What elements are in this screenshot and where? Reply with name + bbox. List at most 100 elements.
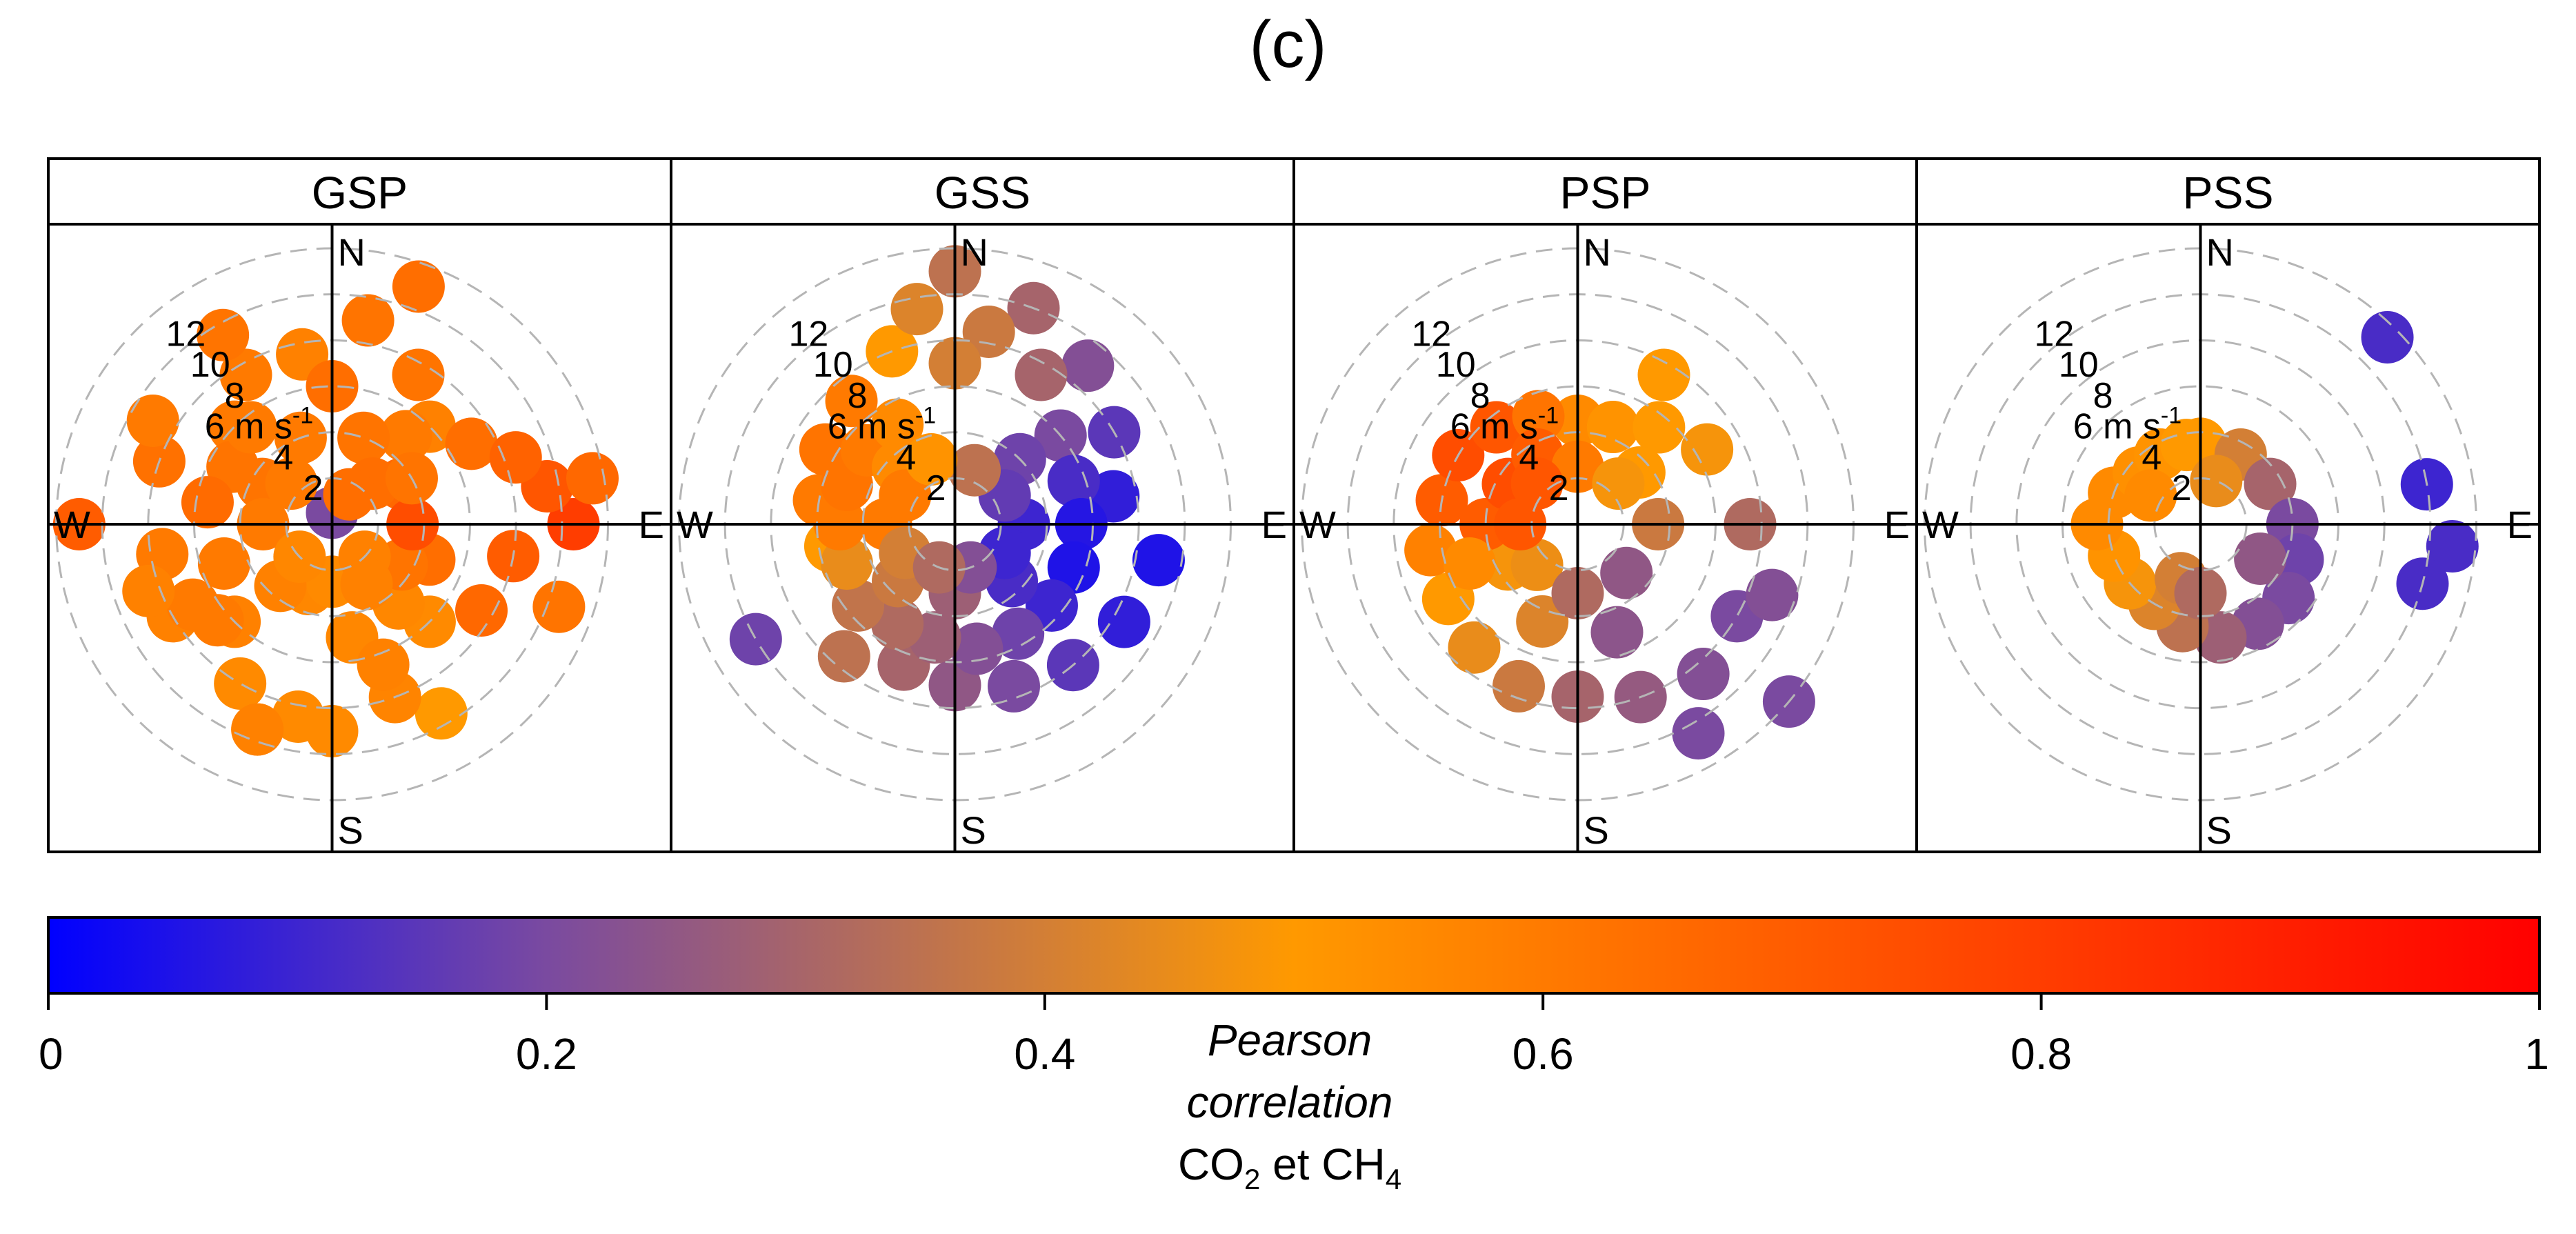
data-point [1510,457,1564,510]
colorbar-title-part: 4 [1386,1163,1401,1195]
compass-e: E [639,503,664,546]
data-point [825,375,878,428]
ring-label-unit-exponent: -1 [292,403,313,429]
compass-n: N [1584,230,1611,274]
compass-s: S [961,808,986,852]
data-point [126,395,179,447]
colorbar-bar [47,916,2541,995]
data-point [1677,648,1730,701]
data-point [1492,659,1545,713]
ring-label-2: 2 [2172,468,2192,508]
panel-header-box [1915,157,2541,226]
colorbar-title-part: CO [1178,1140,1244,1189]
compass-e: E [2507,503,2533,546]
data-point [323,468,376,521]
figure-label: (c) [1249,8,1327,81]
ring-label-unit-exponent: -1 [1538,403,1559,429]
data-point [890,283,943,336]
colorbar-title-line1: Pearson [1208,1015,1372,1065]
colorbar-tick-label: 0 [39,1029,63,1079]
ring-label-12: 12 [166,314,206,354]
data-point [1015,348,1068,401]
data-point [489,431,542,484]
panel-header-box [47,157,672,226]
data-point [832,579,885,632]
colorbar-title-part: 2 [1244,1163,1260,1195]
panel-inner [48,224,671,852]
data-point [566,452,619,505]
data-point [532,580,586,633]
data-point [948,444,1001,497]
compass-s: S [338,808,363,852]
data-point [1132,534,1185,587]
colorbar-tick-label: 0.8 [2010,1029,2072,1079]
panel-title: PSS [2182,167,2273,218]
data-point [871,597,924,650]
panel-title: GSS [935,167,1030,218]
data-point [379,410,432,463]
figure-label-container: (c) [0,7,2576,83]
data-point [1510,538,1564,591]
ring-label-2: 2 [926,468,946,508]
data-point [1443,537,1496,590]
data-point [392,348,445,401]
data-point [871,398,924,451]
data-point [1512,390,1565,443]
panel-title: PSP [1559,167,1650,218]
data-point [1681,423,1734,476]
compass-w: W [54,503,90,546]
data-point [1448,621,1501,674]
data-point [1047,541,1100,594]
compass-n: N [338,230,366,274]
data-point [231,703,284,756]
compass-w: W [1299,503,1336,546]
panel-plot-box [1292,223,1918,853]
panel-title: GSP [312,167,408,218]
compass-s: S [2206,808,2232,852]
data-point [2190,455,2243,508]
colorbar-tick-label: 0.2 [516,1029,577,1079]
data-point [2426,519,2479,573]
ring-label-8: 8 [225,376,245,416]
data-point [1097,595,1150,648]
ring-label-2: 2 [1549,468,1569,508]
ring-label-12: 12 [2034,314,2074,354]
data-point [729,613,782,666]
data-point [1516,595,1569,648]
data-point [340,557,393,610]
ring-label-10: 10 [2059,345,2099,385]
ring-label-4: 4 [896,437,916,477]
ring-label-unit-exponent: -1 [915,403,936,429]
data-point [214,657,267,710]
colorbar-title-line2: correlation [1187,1077,1393,1127]
data-point [1592,457,1645,510]
data-point [455,584,508,637]
compass-w: W [1922,503,1959,546]
data-point [2361,310,2414,364]
ring-label-unit-exponent: -1 [2161,403,2181,429]
colorbar-tick-label: 0.6 [1512,1029,1574,1079]
compass-n: N [2206,230,2234,274]
data-point [224,401,277,454]
data-point [197,537,250,590]
data-point [357,638,410,691]
data-point [337,411,390,464]
data-point [879,469,932,522]
panel-inner [1917,224,2539,852]
data-point [2124,469,2177,522]
data-point [122,564,175,617]
colorbar-tick-label: 0.4 [1014,1029,1075,1079]
data-point [1590,606,1644,659]
data-point [272,690,325,744]
data-point [1047,455,1100,508]
data-point [445,417,498,470]
data-point [2244,457,2297,510]
ring-label-12: 12 [788,314,828,354]
ring-label-4: 4 [1519,437,1539,477]
data-point [197,308,250,361]
data-point [1633,401,1686,454]
data-point [905,433,958,486]
data-point [962,305,1015,358]
